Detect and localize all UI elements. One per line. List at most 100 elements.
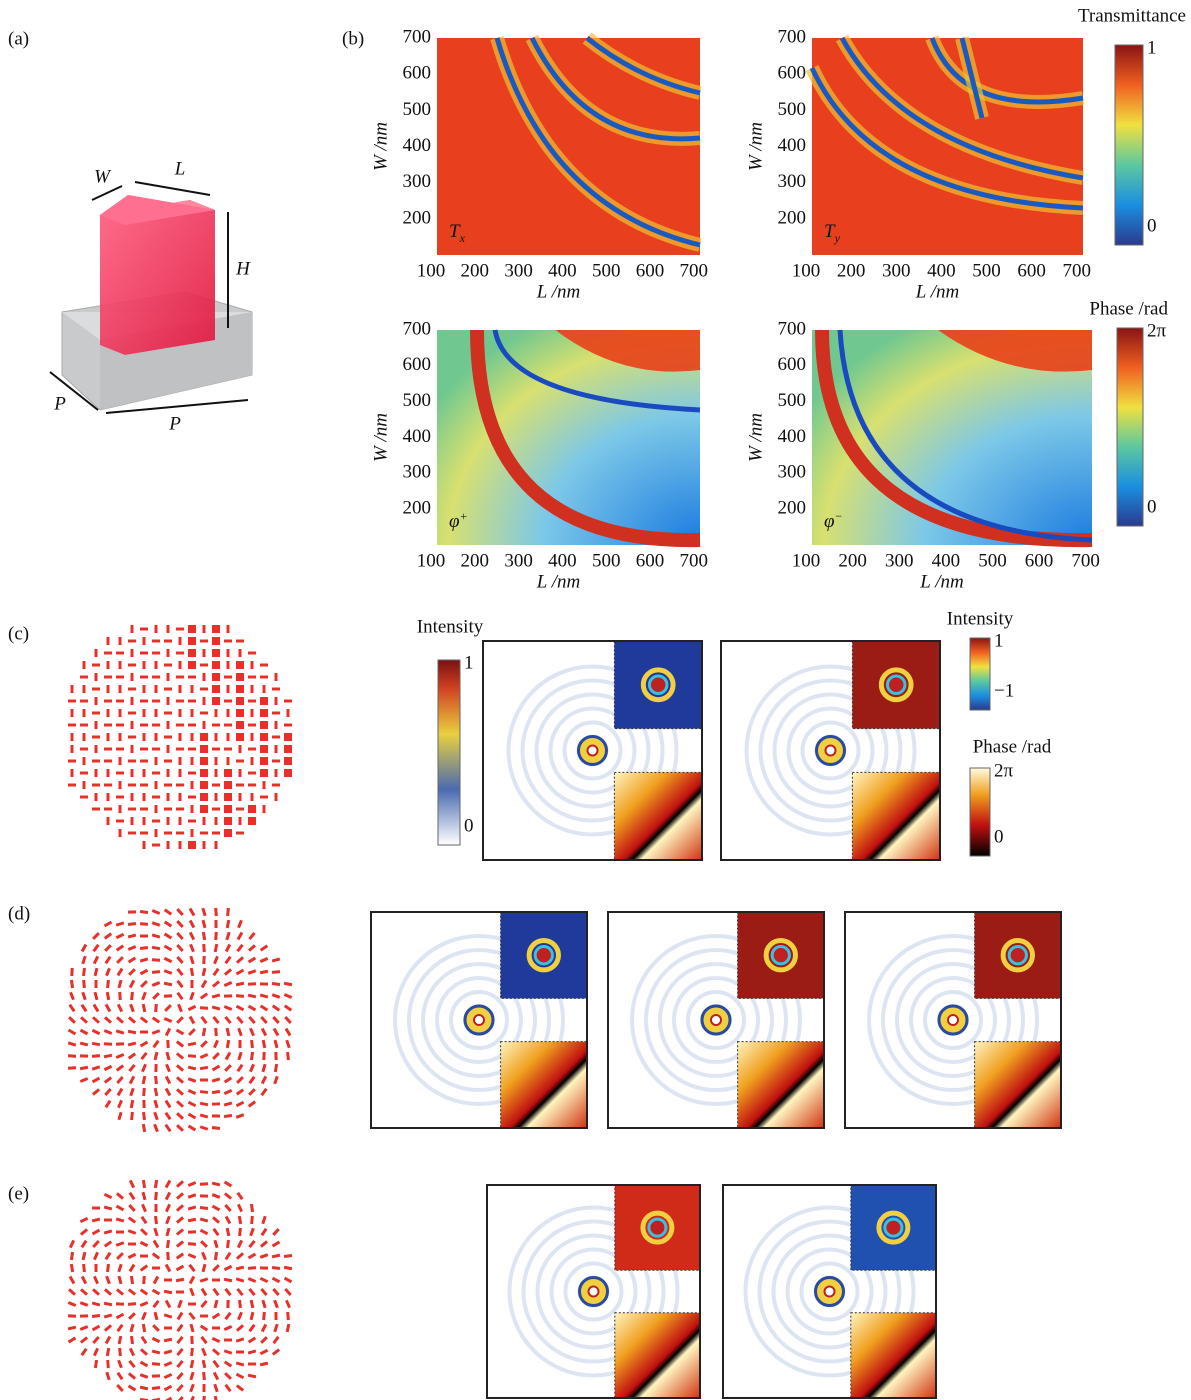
nanopillar: [175, 1240, 185, 1248]
nanopillar: [68, 1016, 76, 1024]
nanopillar: [236, 1287, 244, 1297]
nanopillar: [224, 675, 232, 679]
nanopillar: [200, 831, 208, 835]
nanopillar: [199, 1228, 209, 1236]
nanopillar: [260, 1287, 268, 1297]
nanopillar: [249, 1311, 255, 1321]
nanopillar: [128, 1191, 136, 1201]
nanopillar: [115, 1288, 125, 1296]
field-ring: [909, 976, 997, 1064]
nanopillar: [176, 1311, 184, 1321]
nanopillar: [166, 1251, 170, 1261]
nanopillar: [176, 1016, 184, 1024]
nanopillar: [211, 1077, 221, 1083]
nanopillar: [67, 1054, 77, 1058]
nanopillar: [82, 685, 86, 693]
nanopillar: [224, 639, 232, 643]
nanopillar: [91, 1324, 101, 1332]
nanopillar: [128, 639, 136, 643]
nanopillar: [248, 699, 256, 703]
nanopillar: [223, 1180, 233, 1188]
nanopillar: [94, 721, 98, 729]
colorbar: [1116, 327, 1144, 527]
nanopillar: [68, 699, 76, 703]
field-ring: [867, 934, 1039, 1106]
nanopillar: [128, 759, 136, 763]
nanopillar: [189, 943, 195, 953]
nanopillar: [152, 747, 160, 751]
panel-frame: [370, 911, 588, 1129]
nanopillar: [94, 979, 98, 989]
nanopillar: [188, 1263, 196, 1273]
nanopillar: [187, 1205, 197, 1211]
nanopillar: [142, 685, 146, 693]
nanopillar: [140, 723, 148, 727]
nanopillar: [177, 1003, 183, 1013]
nanopillar: [260, 757, 268, 765]
nanopillar: [249, 1027, 255, 1037]
nanopillar: [211, 1278, 221, 1282]
nanopillar: [163, 1289, 173, 1295]
nanopillar: [79, 1336, 89, 1344]
nanopillar: [249, 1203, 255, 1213]
nanopillar: [247, 956, 257, 964]
nanopillar: [140, 1335, 148, 1345]
nanopillar: [82, 709, 86, 717]
colorbar-min: 0: [1147, 496, 1157, 517]
nanopillar: [82, 781, 86, 789]
nanopillar: [118, 661, 122, 669]
nanopillar: [127, 1029, 137, 1035]
nanopillar: [187, 1054, 197, 1058]
nanopillar: [81, 991, 87, 1001]
nanopillar: [273, 1323, 279, 1333]
nanopillar: [92, 955, 100, 965]
nanopillar: [284, 757, 292, 765]
nanopillar: [212, 1371, 220, 1381]
nanopillar: [127, 1041, 137, 1047]
nanopillar: [176, 979, 184, 989]
nanopillar: [190, 709, 194, 717]
nanopillar: [94, 697, 98, 705]
nanopillar: [238, 1039, 242, 1049]
y-tick-label: 500: [778, 99, 807, 120]
nanopillar: [140, 980, 148, 988]
map-feature: [470, 329, 701, 548]
nanopillar: [247, 1252, 257, 1260]
nanopillar: [82, 967, 86, 977]
nanopillar: [139, 1373, 149, 1379]
nanopillar: [140, 675, 148, 679]
nanopillar: [274, 1051, 278, 1061]
nanopillar: [91, 1301, 101, 1307]
nanopillar: [176, 1335, 184, 1345]
map: 200 300 400 500 600 700 100 200 300 400 500 600 700 L…: [370, 26, 708, 302]
x-tick-label: 100: [792, 260, 821, 281]
nanopillar: [214, 817, 218, 825]
nanopillar: [225, 919, 231, 929]
nanopillar: [127, 1302, 137, 1306]
nanopillar: [178, 661, 182, 669]
nanopillar: [164, 1111, 172, 1121]
nanopillar: [91, 1076, 101, 1084]
y-axis-label: W /nm: [745, 413, 766, 462]
nanopillar: [226, 649, 230, 657]
nanopillar: [153, 1051, 159, 1061]
nanopillar: [164, 1203, 172, 1213]
nanopillar: [152, 1239, 160, 1249]
nanopillar: [80, 771, 88, 775]
nanopillar: [151, 1016, 161, 1024]
nanopillar: [200, 1335, 208, 1345]
nanopillar: [105, 991, 111, 1001]
nanopillar: [175, 1252, 185, 1260]
inset-ring: [640, 1210, 675, 1245]
panel-label: (e): [8, 1183, 29, 1204]
nanopillar: [140, 759, 148, 763]
nanopillar: [274, 793, 278, 801]
nanopillar: [224, 793, 232, 801]
nanopillar: [259, 1253, 269, 1259]
nanopillar: [70, 685, 74, 693]
nanopillar: [224, 829, 232, 837]
nanopillar: [140, 831, 148, 835]
inset-ring: [885, 674, 907, 696]
nanopillar: [140, 1215, 148, 1225]
field-ring: [644, 948, 788, 1092]
